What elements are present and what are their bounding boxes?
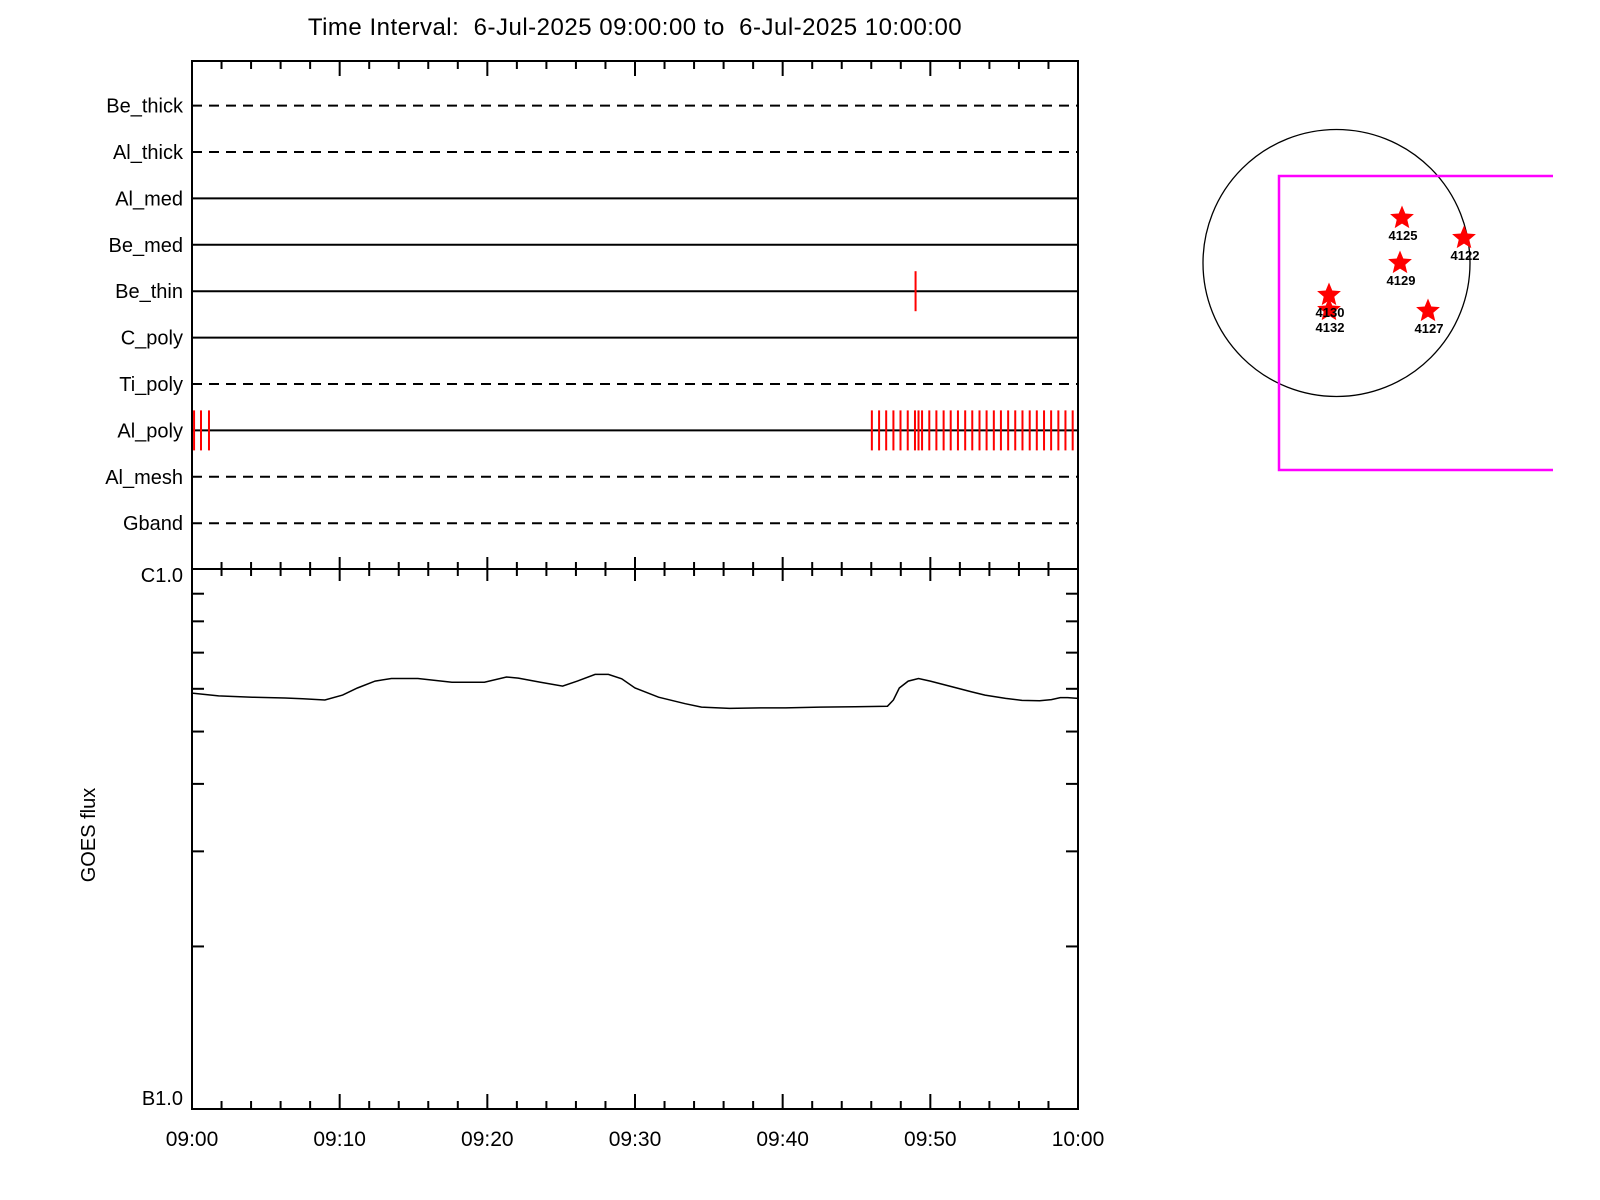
active-region-star-4130 xyxy=(1317,282,1341,306)
active-region-star-4122 xyxy=(1452,225,1476,249)
active-region-label-4130: 4130 xyxy=(1316,305,1345,320)
channel-label-Ti_poly: Ti_poly xyxy=(119,374,183,396)
x-tick-label: 09:50 xyxy=(904,1128,957,1151)
channel-label-Al_med: Al_med xyxy=(115,188,183,210)
x-tick-label: 09:00 xyxy=(166,1128,219,1151)
active-region-label-4122: 4122 xyxy=(1451,248,1480,263)
x-tick-label: 09:30 xyxy=(609,1128,662,1151)
channel-label-Be_med: Be_med xyxy=(109,235,184,257)
goes-ytop-label: C1.0 xyxy=(141,565,183,587)
x-tick-label: 09:40 xyxy=(756,1128,809,1151)
active-region-star-4132 xyxy=(1317,297,1341,321)
active-region-label-4127: 4127 xyxy=(1415,321,1444,336)
goes-axis-title: GOES flux xyxy=(78,788,100,882)
channel-label-Be_thick: Be_thick xyxy=(106,96,184,118)
goes-panel-border xyxy=(191,568,1079,1110)
plot-title: Time Interval: 6-Jul-2025 09:00:00 to 6-… xyxy=(307,14,963,41)
channel-label-C_poly: C_poly xyxy=(121,328,183,350)
x-axis-labels: 09:00 09:10 09:20 09:30 09:40 09:50 10:00 xyxy=(166,1128,1105,1151)
active-region-label-4129: 4129 xyxy=(1387,273,1416,288)
xrt-fov-box xyxy=(1277,174,1553,472)
active-region-star-4127 xyxy=(1416,298,1440,322)
active-region-star-4125 xyxy=(1390,205,1414,229)
x-tick-label: 09:10 xyxy=(313,1128,366,1151)
goes-flux-curve xyxy=(191,673,1079,710)
channel-label-Al_poly: Al_poly xyxy=(117,420,183,442)
x-tick-label: 10:00 xyxy=(1052,1128,1105,1151)
channel-label-Gband: Gband xyxy=(123,513,183,535)
solar-disk-circle xyxy=(1202,128,1471,398)
filter-panel-border xyxy=(191,60,1079,570)
goes-ybottom-label: B1.0 xyxy=(142,1088,183,1110)
active-region-label-4125: 4125 xyxy=(1389,228,1418,243)
filter-timeline-panel: Be_thick Al_thick Al_med Be_med Be_thin C_pol… xyxy=(105,60,1079,1109)
x-tick-label: 09:20 xyxy=(461,1128,514,1151)
channel-label-Be_thin: Be_thin xyxy=(115,281,183,303)
goes-flux-panel: C1.0 B1.0 GOES flux xyxy=(78,565,1079,1110)
channel-label-Al_thick: Al_thick xyxy=(113,142,184,164)
channel-label-Al_mesh: Al_mesh xyxy=(105,467,183,489)
active-region-star-4129 xyxy=(1388,250,1412,274)
active-region-label-4132: 4132 xyxy=(1316,320,1345,335)
